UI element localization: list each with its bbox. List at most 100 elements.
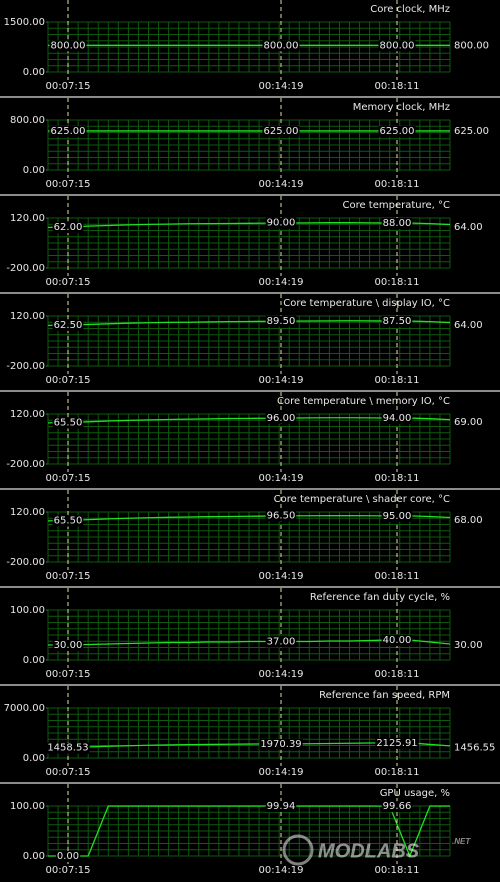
y-tick-label: 120.00 bbox=[10, 507, 45, 518]
current-value: 1456.55 bbox=[454, 743, 495, 754]
graph-title: Core temperature \ memory IO, °C bbox=[277, 396, 450, 407]
logo-ring bbox=[282, 834, 314, 866]
y-tick-label: -200.00 bbox=[6, 459, 45, 470]
y-tick-label: 0.00 bbox=[23, 851, 45, 862]
y-tick-label-bg bbox=[5, 557, 46, 568]
current-value-bg bbox=[453, 640, 484, 651]
y-tick-label: 0.00 bbox=[23, 655, 45, 666]
y-tick-label: 7000.00 bbox=[4, 703, 45, 714]
graph-title: Reference fan speed, RPM bbox=[319, 690, 450, 701]
y-tick-label-bg bbox=[21, 165, 46, 176]
y-tick-label-bg bbox=[21, 851, 46, 862]
graph-panel: Core temperature \ memory IO, °C -200.00 1… bbox=[0, 392, 500, 490]
marker-value-bg bbox=[378, 40, 416, 52]
marker-value-bg bbox=[381, 801, 413, 813]
marker-value: 96.50 bbox=[267, 511, 296, 522]
marker-value: 87.50 bbox=[383, 316, 412, 327]
time-label: 00:07:15 bbox=[46, 767, 91, 778]
graph-panel: GPU usage, %0.00100.0000:07:150.0000:14:… bbox=[9, 784, 451, 876]
marker-value-bg bbox=[381, 510, 413, 522]
watermark-text: MODLABS bbox=[318, 840, 420, 862]
current-value: 68.00 bbox=[454, 515, 483, 526]
y-tick-label: 120.00 bbox=[10, 311, 45, 322]
y-tick-label: 0.00 bbox=[23, 753, 45, 764]
marker-value-bg bbox=[381, 413, 413, 425]
time-label: 00:18:11 bbox=[375, 571, 420, 582]
marker-value: 40.00 bbox=[383, 635, 412, 646]
y-tick-label: 0.00 bbox=[23, 165, 45, 176]
marker-value-bg bbox=[259, 738, 303, 750]
current-value-bg bbox=[453, 515, 484, 527]
y-tick-label-bg bbox=[21, 67, 46, 78]
time-label: 00:07:15 bbox=[46, 473, 91, 484]
y-tick-label-bg bbox=[9, 213, 46, 224]
y-tick-label-bg bbox=[9, 115, 46, 126]
time-label: 00:07:15 bbox=[46, 571, 91, 582]
marker-value: 62.50 bbox=[54, 320, 83, 331]
marker-value-bg bbox=[55, 851, 81, 862]
time-label: 00:07:15 bbox=[46, 81, 91, 92]
graph-panel: Core temperature \ shader core, °C -200.0… bbox=[0, 490, 500, 588]
time-label: 00:18:11 bbox=[375, 179, 420, 190]
marker-value-bg bbox=[262, 40, 300, 52]
graph-panel: Core temperature \ display IO, °C -200.00… bbox=[0, 294, 500, 392]
marker-value-bg bbox=[49, 40, 87, 52]
y-tick-label: -200.00 bbox=[6, 361, 45, 372]
marker-value: 800.00 bbox=[264, 40, 299, 51]
marker-value-bg bbox=[381, 635, 413, 646]
time-label: 00:07:15 bbox=[46, 865, 91, 876]
marker-value-bg bbox=[265, 412, 297, 424]
marker-value-bg bbox=[265, 315, 297, 327]
marker-value-bg bbox=[49, 125, 87, 137]
y-tick-label-bg bbox=[9, 409, 46, 420]
marker-value-bg bbox=[381, 218, 413, 229]
current-value-bg bbox=[453, 125, 490, 137]
marker-value-bg bbox=[378, 125, 416, 137]
watermark: MODLABS .NET bbox=[282, 834, 471, 866]
time-label: 00:14:19 bbox=[259, 277, 304, 288]
marker-value: 96.00 bbox=[267, 413, 296, 424]
graph-panel: Core clock, MHz 0.00 1500.00 00:07:15 800.00… bbox=[0, 0, 500, 98]
marker-value: 1458.53 bbox=[47, 743, 88, 754]
y-tick-label: 120.00 bbox=[10, 409, 45, 420]
current-value: 625.00 bbox=[454, 126, 489, 137]
marker-value: 65.50 bbox=[54, 418, 83, 429]
marker-value: 30.00 bbox=[54, 640, 83, 651]
current-value: 64.00 bbox=[454, 320, 483, 331]
marker-value: 62.00 bbox=[54, 222, 83, 233]
time-label: 00:14:19 bbox=[259, 767, 304, 778]
time-label: 00:14:19 bbox=[259, 375, 304, 386]
marker-value-bg bbox=[52, 319, 84, 331]
graph-title: Reference fan duty cycle, % bbox=[310, 592, 450, 603]
marker-value: 37.00 bbox=[267, 637, 296, 648]
marker-value-bg bbox=[381, 316, 413, 328]
y-tick-label: -200.00 bbox=[6, 557, 45, 568]
current-value-bg bbox=[453, 221, 484, 233]
y-tick-label: 100.00 bbox=[10, 605, 45, 616]
time-label: 00:18:11 bbox=[375, 375, 420, 386]
y-tick-label: 1500.00 bbox=[4, 17, 45, 28]
marker-value-bg bbox=[262, 125, 300, 137]
current-value: 800.00 bbox=[454, 40, 489, 51]
marker-value: 88.00 bbox=[383, 218, 412, 229]
graph-panel: Reference fan duty cycle, % 0.00 100.00 00:… bbox=[0, 588, 500, 686]
y-tick-label-bg bbox=[9, 605, 46, 616]
y-tick-label: -200.00 bbox=[6, 263, 45, 274]
time-label: 00:07:15 bbox=[46, 179, 91, 190]
graph-panel: Reference fan speed, RPM 0.00 7000.00 00:07… bbox=[0, 686, 500, 784]
time-label: 00:18:11 bbox=[375, 473, 420, 484]
y-tick-label: 100.00 bbox=[10, 801, 45, 812]
marker-value-bg bbox=[52, 515, 84, 527]
marker-value-bg bbox=[265, 801, 297, 813]
time-label: 00:14:19 bbox=[259, 473, 304, 484]
y-tick-label: 120.00 bbox=[10, 213, 45, 224]
marker-value: 625.00 bbox=[51, 126, 86, 137]
time-label: 00:18:11 bbox=[375, 81, 420, 92]
marker-value: 89.50 bbox=[267, 316, 296, 327]
current-value-bg bbox=[453, 742, 497, 754]
time-label: 00:14:19 bbox=[259, 179, 304, 190]
time-label: 00:07:15 bbox=[46, 375, 91, 386]
marker-value-bg bbox=[375, 737, 419, 749]
current-value-bg bbox=[453, 319, 484, 331]
